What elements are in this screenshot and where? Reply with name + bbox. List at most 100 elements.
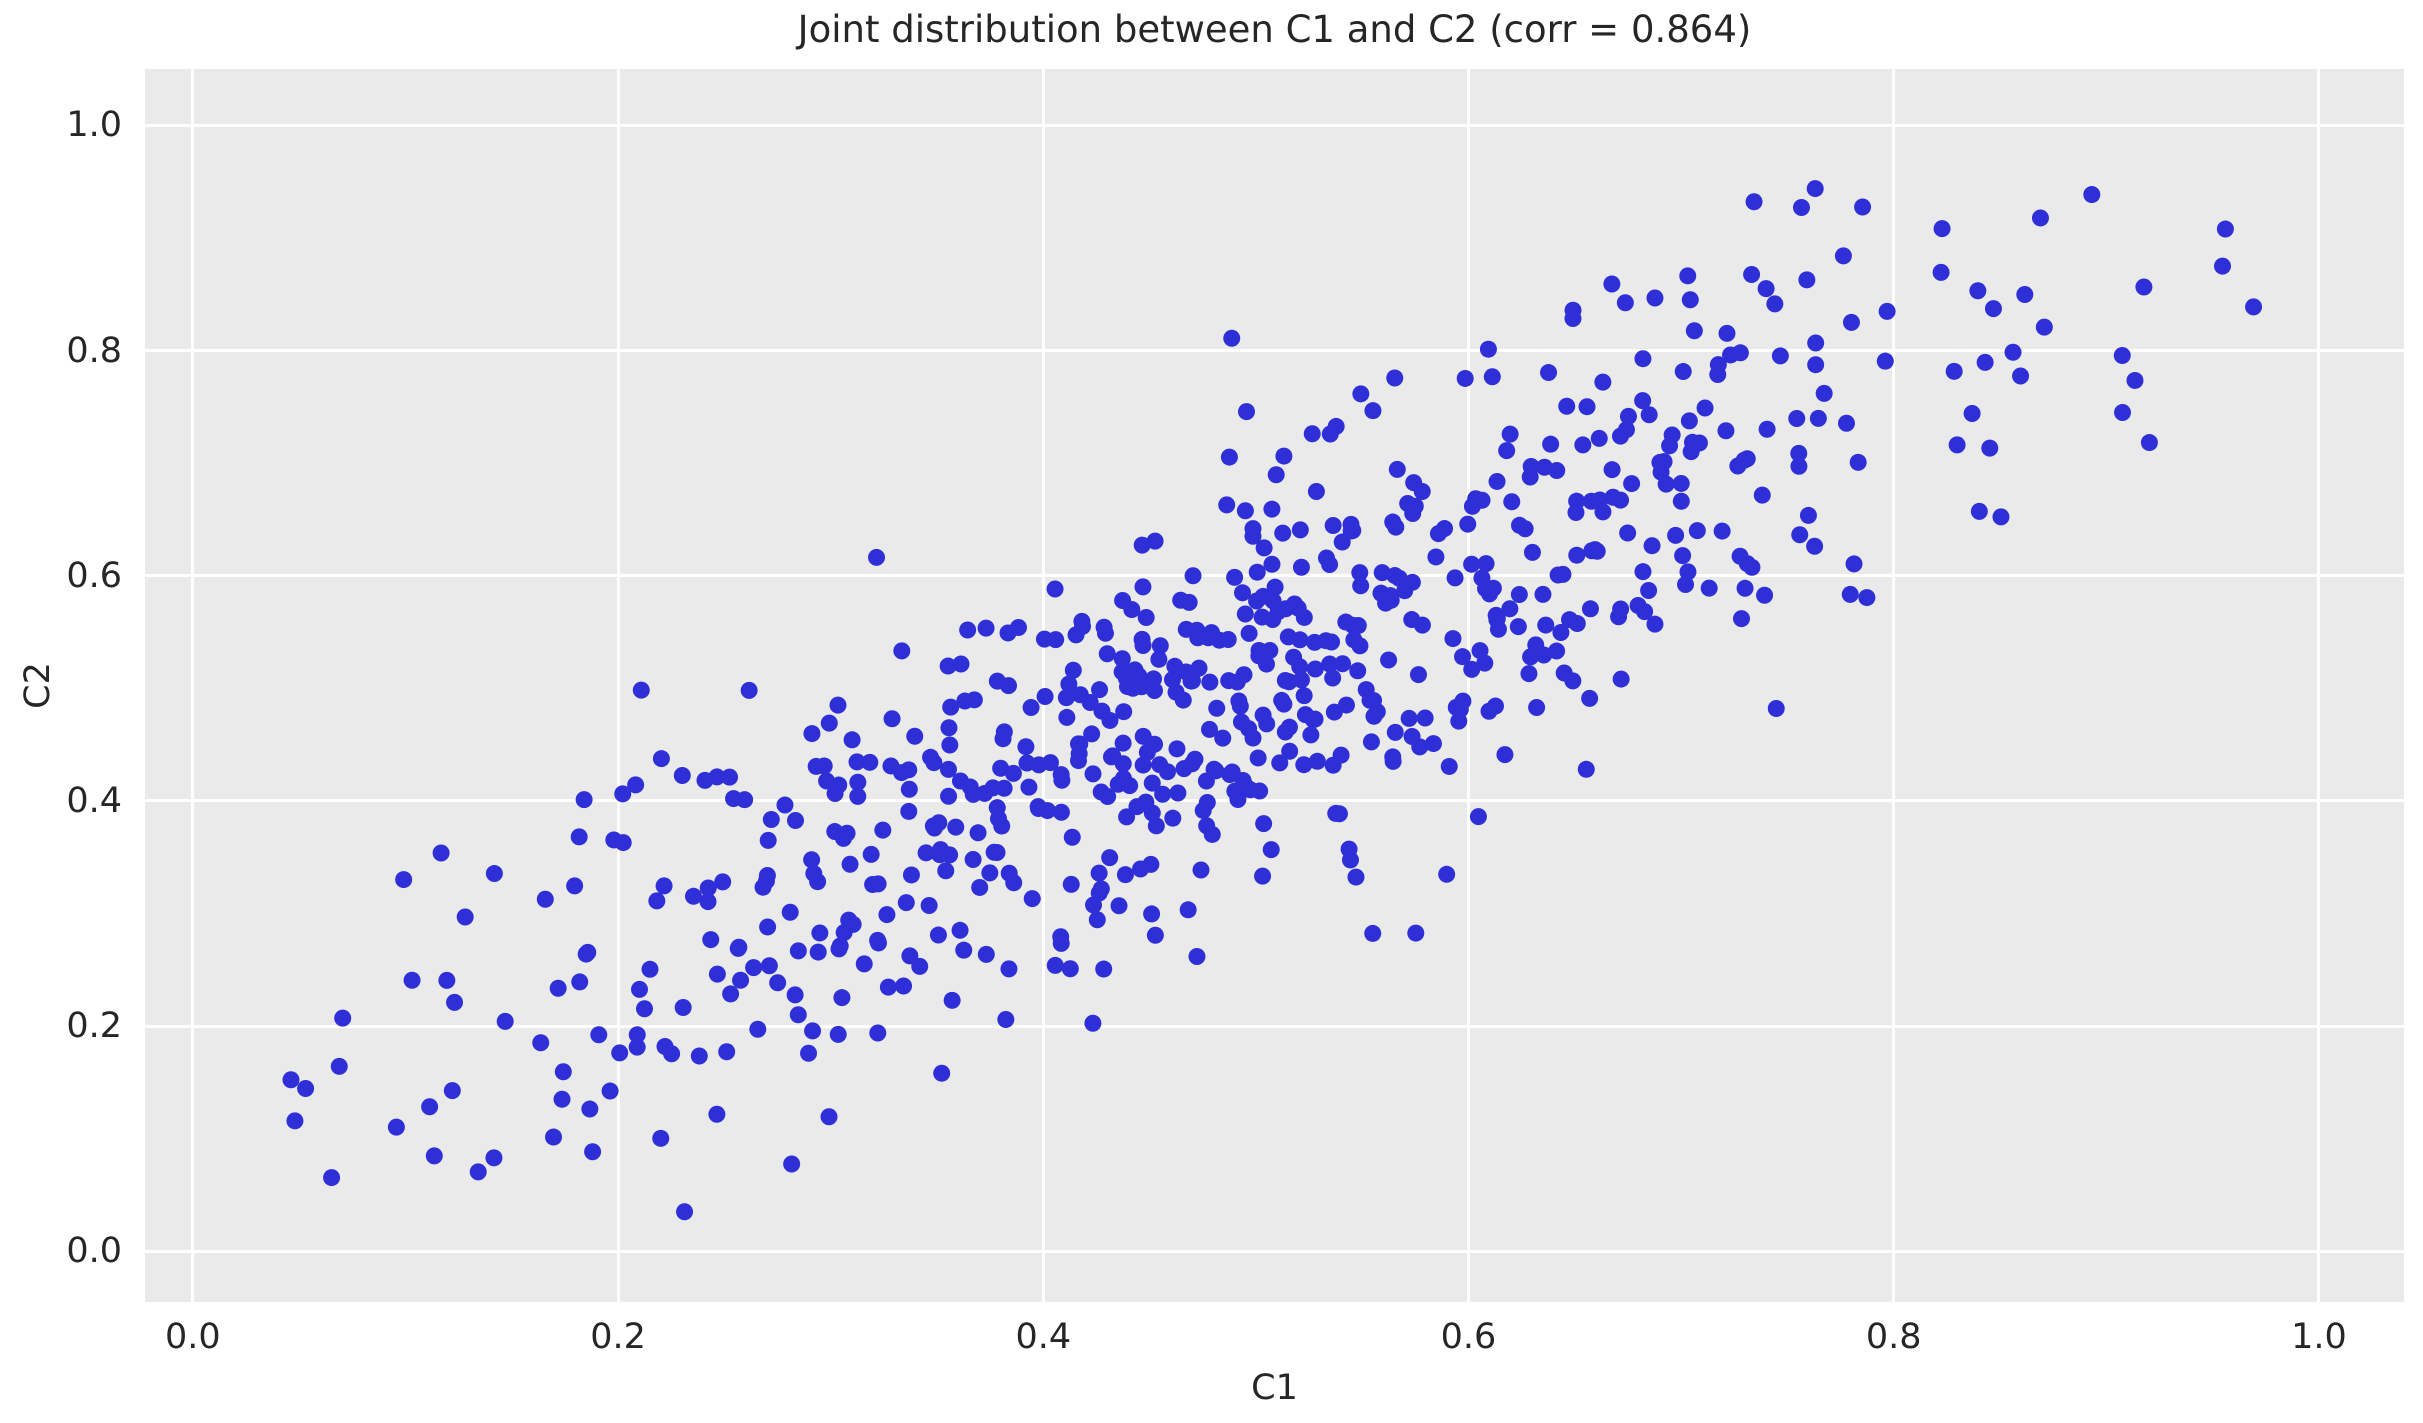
data-point (1578, 398, 1596, 416)
data-point (1292, 558, 1310, 576)
data-point (1244, 520, 1262, 538)
data-point (584, 1143, 602, 1161)
data-point (1104, 747, 1122, 765)
y-axis-label: C2 (18, 662, 58, 709)
data-point (1137, 609, 1155, 627)
data-point (1255, 539, 1273, 557)
data-point (1679, 267, 1697, 285)
data-point (690, 1047, 708, 1065)
data-point (1263, 500, 1281, 518)
data-point (990, 810, 1007, 828)
data-point (1254, 587, 1272, 605)
data-point (2113, 347, 2131, 365)
data-point (1231, 697, 1249, 715)
data-point (1174, 691, 1192, 709)
data-point (1640, 582, 1658, 600)
data-point (718, 1043, 736, 1061)
data-point (820, 714, 838, 732)
data-point (878, 906, 896, 924)
data-point (1463, 660, 1481, 678)
gridline-horizontal (145, 574, 2404, 578)
data-point (1291, 631, 1309, 649)
data-point (421, 1098, 439, 1116)
data-point (1251, 782, 1269, 800)
data-point (1981, 439, 1999, 457)
data-point (1548, 642, 1566, 660)
data-point (1619, 524, 1637, 542)
data-point (1334, 655, 1352, 673)
data-point (570, 828, 588, 846)
x-tick-label: 0.4 (1015, 1317, 1072, 1357)
data-point (1469, 808, 1487, 826)
data-point (1610, 608, 1628, 626)
data-point (1634, 350, 1652, 368)
data-point (939, 657, 957, 675)
data-point (1567, 503, 1585, 521)
data-point (2083, 186, 2101, 204)
data-point (1321, 555, 1339, 573)
data-point (1266, 578, 1284, 596)
data-point (1488, 472, 1506, 490)
gridline-horizontal (145, 799, 2404, 803)
data-point (740, 681, 758, 699)
data-point (2126, 371, 2144, 389)
data-point (1876, 352, 1894, 370)
data-point (1663, 426, 1681, 444)
data-point (1073, 612, 1091, 630)
data-point (1295, 756, 1313, 774)
data-point (959, 621, 977, 639)
data-point (1841, 585, 1859, 603)
data-point (1387, 518, 1405, 536)
data-point (1020, 778, 1038, 796)
data-point (1403, 573, 1421, 591)
data-point (803, 725, 821, 743)
data-point (843, 731, 861, 749)
data-point (2035, 318, 2053, 336)
data-point (1753, 486, 1771, 504)
data-point (1629, 596, 1647, 614)
data-point (1446, 569, 1464, 587)
data-point (1480, 702, 1498, 720)
data-point (804, 1022, 822, 1040)
data-point (1035, 630, 1053, 648)
data-point (1758, 420, 1776, 438)
data-point (893, 764, 911, 782)
data-point (1133, 536, 1151, 554)
data-point (862, 845, 880, 863)
gridline-vertical (1892, 69, 1896, 1302)
data-point (800, 1044, 818, 1062)
data-point (663, 1045, 681, 1063)
data-point (1236, 502, 1254, 520)
data-point (1101, 711, 1119, 729)
data-point (1667, 526, 1685, 544)
data-point (1061, 960, 1079, 978)
data-point (1522, 458, 1540, 476)
data-point (1352, 577, 1370, 595)
data-point (1228, 673, 1246, 691)
data-point (1643, 537, 1661, 555)
data-point (1386, 723, 1404, 741)
data-point (1132, 860, 1150, 878)
data-point (2031, 209, 2049, 227)
data-point (1238, 403, 1256, 421)
data-point (1321, 425, 1339, 443)
data-point (721, 768, 739, 786)
data-point (745, 959, 763, 977)
y-tick-label: 0.2 (66, 1006, 122, 1047)
x-tick-label: 0.0 (164, 1317, 221, 1357)
x-tick-label: 0.6 (1440, 1317, 1497, 1357)
data-point (628, 1026, 646, 1044)
data-point (900, 802, 918, 820)
data-point (1154, 785, 1172, 803)
data-point (965, 691, 983, 709)
data-point (781, 903, 799, 921)
data-point (1017, 738, 1035, 756)
data-point (1581, 689, 1599, 707)
data-point (1275, 447, 1293, 465)
data-point (1189, 629, 1207, 647)
data-point (1280, 718, 1298, 736)
data-point (789, 942, 807, 960)
data-point (1535, 458, 1553, 476)
data-point (1677, 575, 1695, 593)
data-point (1771, 347, 1789, 365)
